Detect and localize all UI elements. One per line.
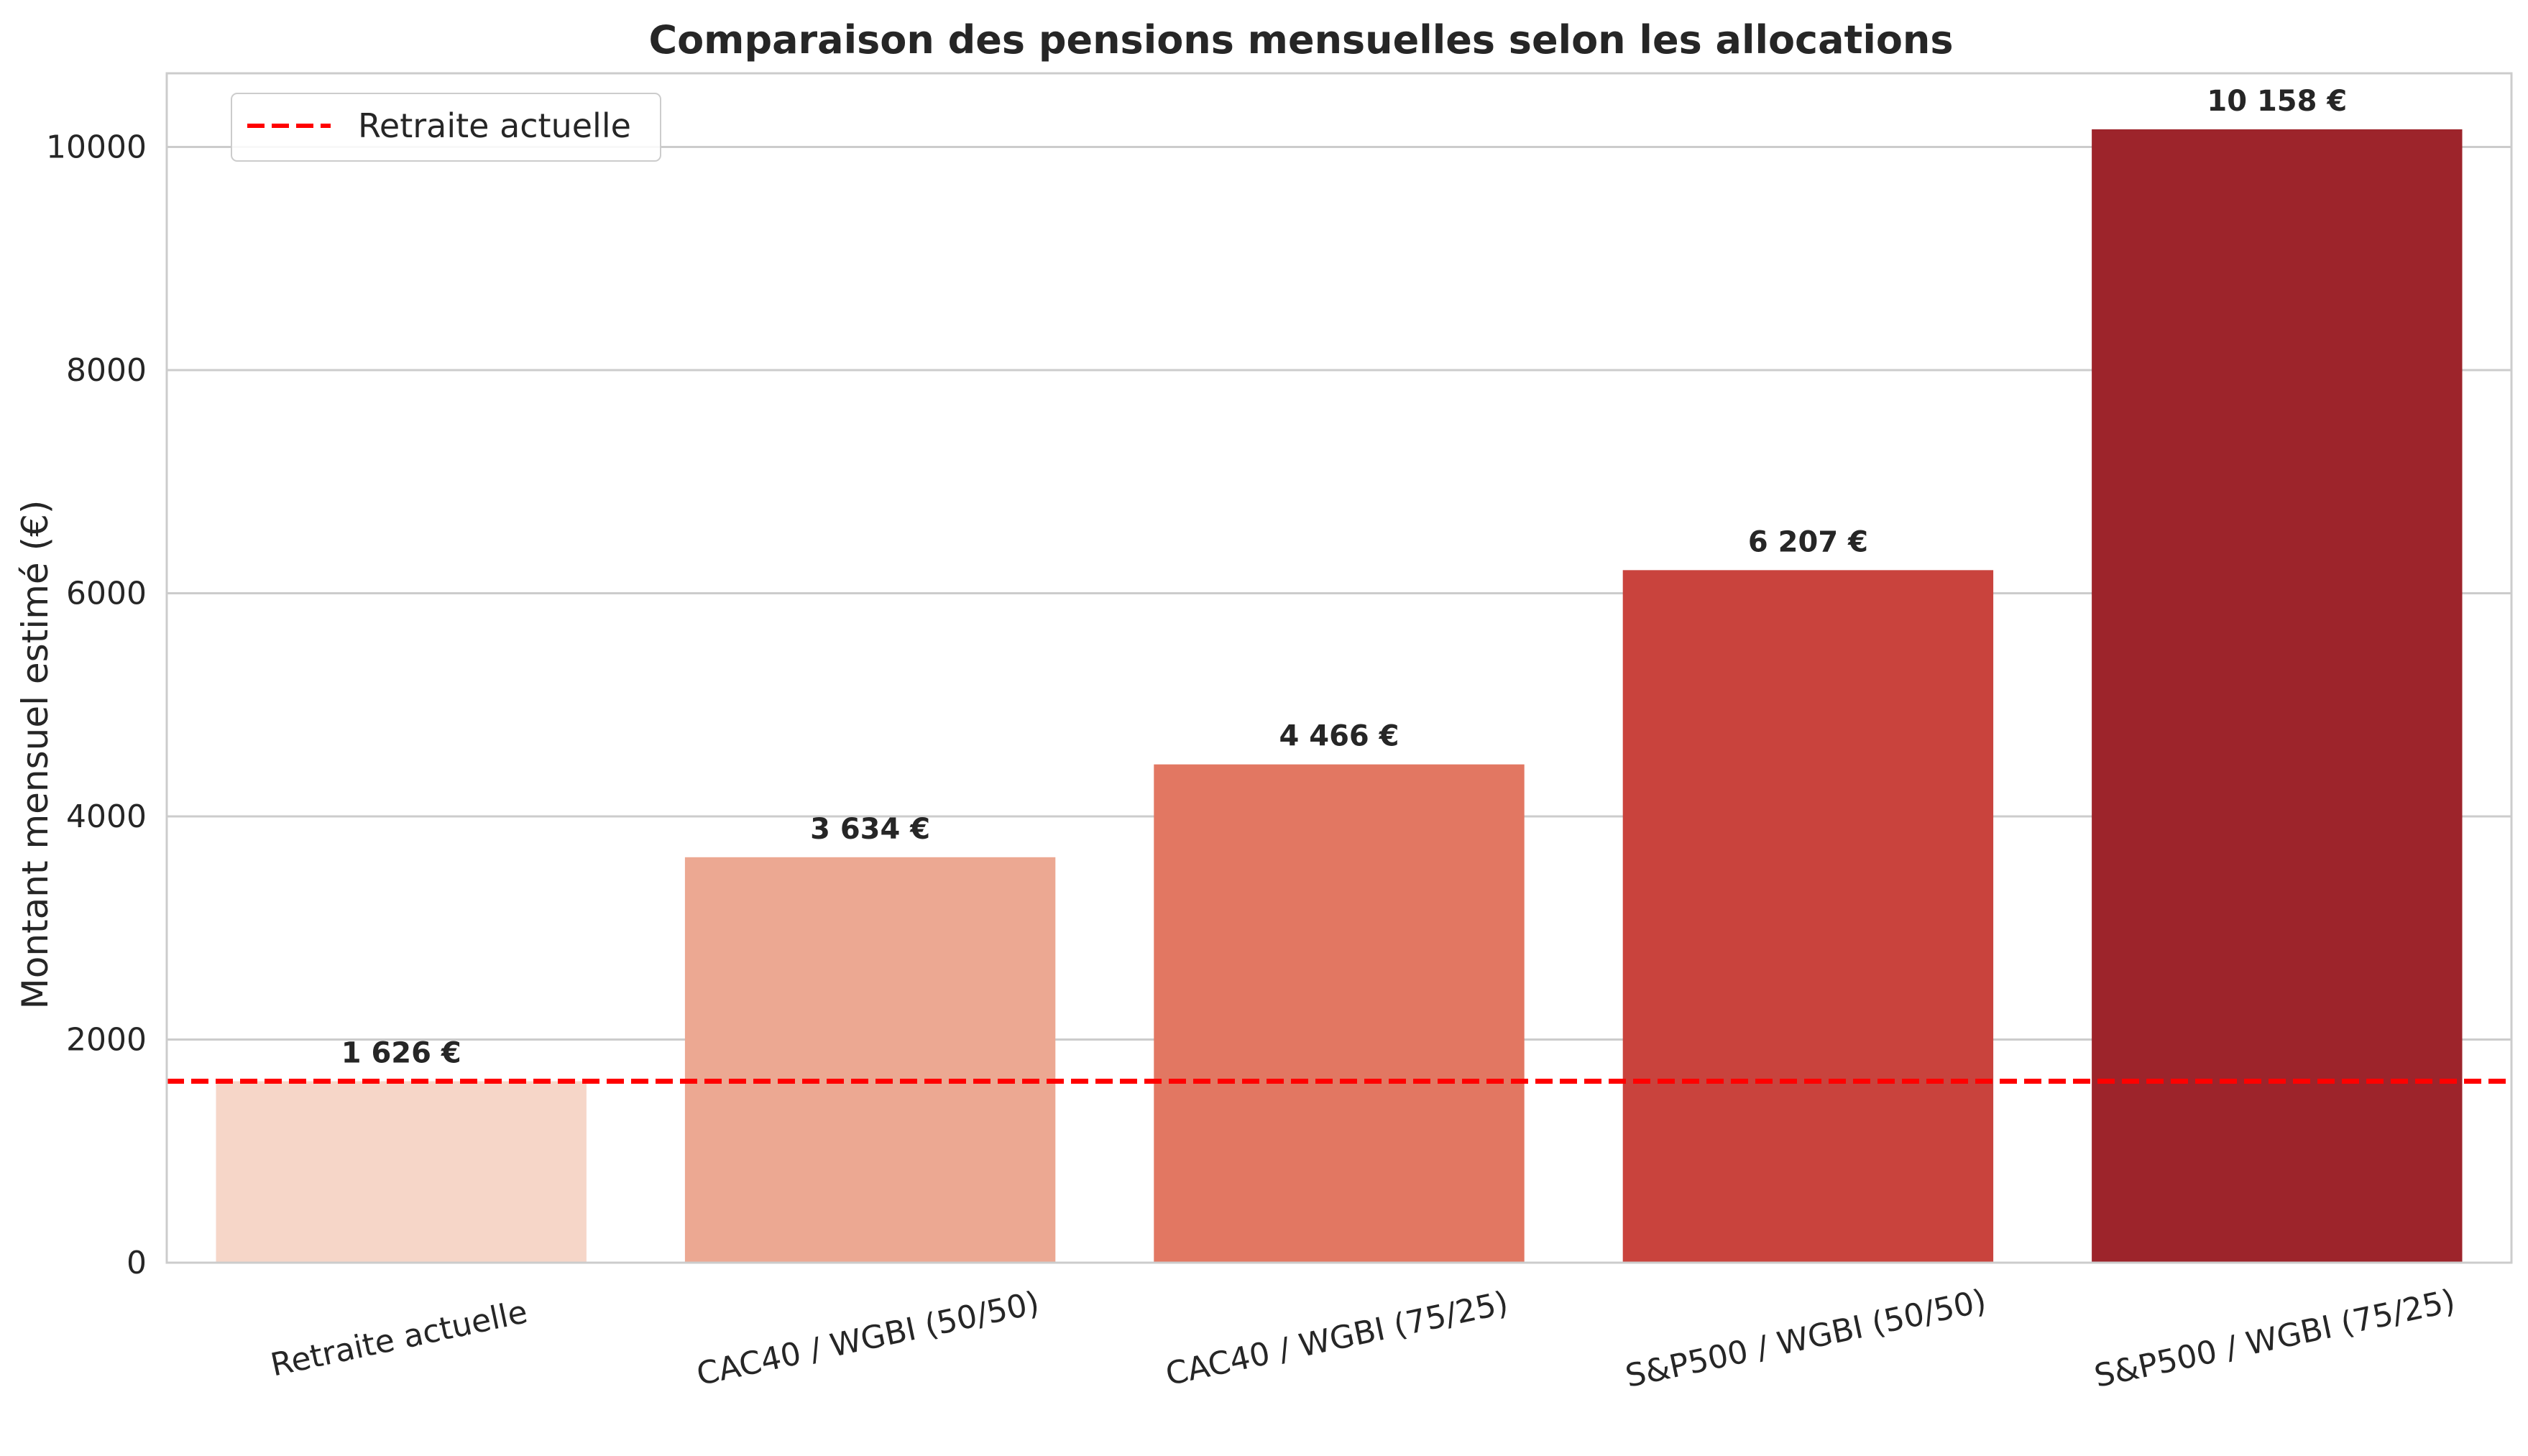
y-tick-label: 0 [127,1245,147,1281]
x-tick-label: S&P500 / WGBI (50/50) [1622,1283,1990,1395]
legend: Retraite actuelle [231,93,661,162]
chart-title: Comparaison des pensions mensuelles selo… [648,17,1953,63]
data-label: 6 207 € [1748,525,1868,558]
bar [216,1081,587,1263]
data-label: 3 634 € [810,813,930,846]
y-axis-ticks: 0 2000 4000 6000 8000 10000 [46,129,147,1281]
y-tick-label: 2000 [66,1021,147,1058]
bar [684,857,1056,1263]
y-axis-title: Montant mensuel estimé (€) [14,500,56,1010]
x-tick-label: Retraite actuelle [267,1294,530,1383]
bars [216,129,2463,1263]
x-tick-label: CAC40 / WGBI (75/25) [1162,1284,1511,1393]
data-label: 10 158 € [2207,85,2347,118]
bar [1622,570,1994,1263]
x-tick-label: CAC40 / WGBI (50/50) [694,1284,1042,1393]
legend-label: Retraite actuelle [358,106,631,145]
x-tick-label: S&P500 / WGBI (75/25) [2091,1283,2458,1395]
bar [2092,129,2463,1263]
plot-frame [165,72,2513,1264]
y-tick-label: 10000 [46,129,147,165]
y-tick-label: 8000 [66,352,147,389]
legend-box [231,93,661,162]
data-labels: 1 626 € 3 634 € 4 466 € 6 207 € 10 158 € [341,85,2348,1070]
data-label: 4 466 € [1279,720,1399,753]
data-label: 1 626 € [341,1037,461,1070]
y-tick-label: 4000 [66,798,147,835]
bar [1154,764,1525,1263]
y-tick-label: 6000 [66,575,147,612]
x-axis-ticks: Retraite actuelle CAC40 / WGBI (50/50) CAC… [267,1283,2458,1395]
